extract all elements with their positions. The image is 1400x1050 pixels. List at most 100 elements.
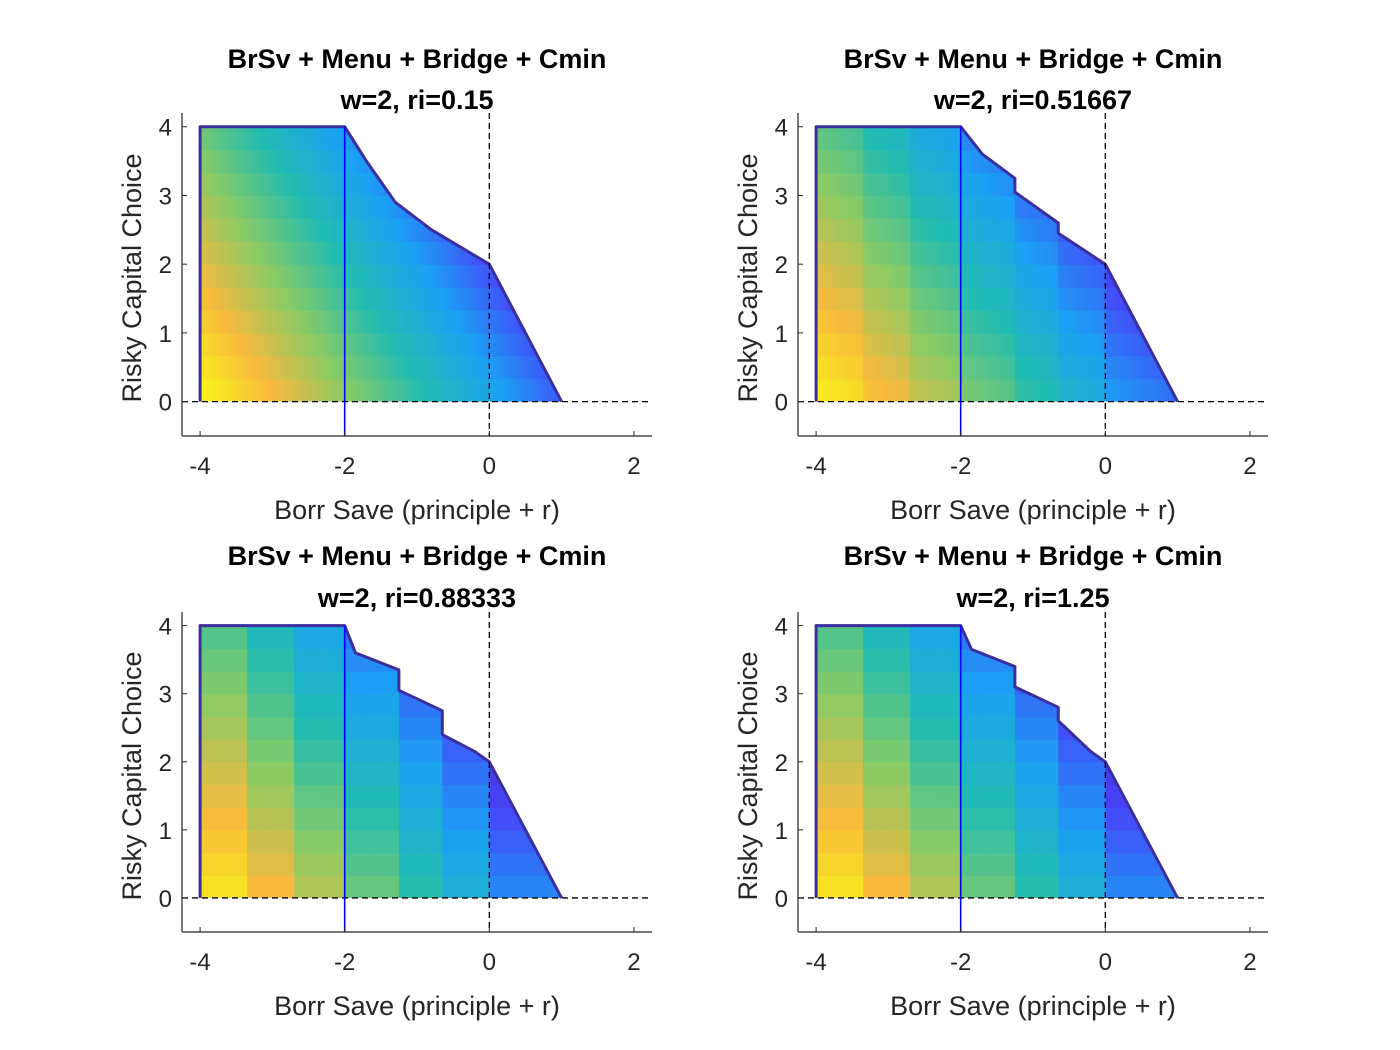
scatter-cell bbox=[1112, 126, 1117, 151]
scatter-cell bbox=[409, 241, 414, 265]
scatter-cell bbox=[917, 378, 922, 402]
scatter-cell bbox=[276, 671, 281, 695]
region-boundary bbox=[198, 125, 563, 403]
scatter-cell bbox=[1098, 875, 1103, 898]
scatter-cell bbox=[1072, 852, 1077, 876]
scatter-cell bbox=[272, 126, 277, 151]
scatter-cell bbox=[924, 648, 929, 672]
scatter-cell bbox=[892, 378, 897, 402]
scatter-cell bbox=[1043, 241, 1049, 265]
scatter-cell bbox=[910, 287, 915, 311]
scatter-cell bbox=[272, 287, 277, 311]
scatter-cell bbox=[1166, 287, 1171, 311]
scatter-cell bbox=[550, 378, 555, 402]
scatter-cell bbox=[1080, 671, 1085, 695]
scatter-cell bbox=[1130, 195, 1135, 219]
scatter-cell bbox=[232, 355, 237, 380]
scatter-cell bbox=[942, 716, 947, 740]
scatter-cell bbox=[819, 149, 824, 174]
scatter-cell bbox=[326, 875, 331, 898]
scatter-cell bbox=[492, 287, 498, 311]
scatter-cell bbox=[529, 875, 534, 898]
scatter-cell bbox=[920, 693, 926, 717]
scatter-cell bbox=[1025, 264, 1030, 288]
scatter-cell bbox=[550, 784, 555, 808]
scatter-cell bbox=[525, 875, 530, 898]
scatter-cell bbox=[279, 784, 284, 808]
scatter-cell bbox=[971, 671, 976, 695]
scatter-cell bbox=[845, 625, 850, 649]
scatter-cell bbox=[996, 875, 1002, 898]
scatter-cell bbox=[1036, 241, 1041, 265]
scatter-cell bbox=[1018, 829, 1023, 854]
scatter-cell bbox=[884, 716, 889, 740]
scatter-cell bbox=[1007, 149, 1012, 174]
scatter-cell bbox=[366, 648, 371, 672]
scatter-cell bbox=[1040, 378, 1045, 402]
scatter-cell bbox=[1108, 671, 1114, 695]
scatter-cell bbox=[554, 739, 559, 763]
scatter-cell bbox=[348, 332, 353, 357]
scatter-cell bbox=[996, 149, 1002, 174]
scatter-cell bbox=[1108, 852, 1114, 876]
scatter-cell bbox=[1076, 172, 1081, 197]
scatter-cell bbox=[236, 875, 241, 898]
scatter-cell bbox=[1076, 195, 1081, 219]
scatter-cell bbox=[1170, 807, 1175, 831]
scatter-cell bbox=[485, 332, 490, 357]
scatter-cell bbox=[924, 126, 929, 151]
scatter-cell bbox=[279, 332, 284, 357]
scatter-cell bbox=[910, 310, 915, 334]
scatter-cell bbox=[1145, 693, 1150, 717]
scatter-cell bbox=[845, 218, 850, 242]
scatter-cell bbox=[435, 310, 440, 334]
scatter-cell bbox=[265, 829, 270, 854]
scatter-cell bbox=[910, 126, 915, 151]
scatter-cell bbox=[1036, 716, 1041, 740]
scatter-cell bbox=[413, 852, 418, 876]
scatter-cell bbox=[456, 378, 461, 402]
scatter-cell bbox=[312, 716, 317, 740]
scatter-cell bbox=[1051, 648, 1056, 672]
scatter-cell bbox=[942, 332, 947, 357]
scatter-cell bbox=[1127, 807, 1132, 831]
scatter-cell bbox=[957, 310, 962, 334]
scatter-cell bbox=[395, 784, 400, 808]
scatter-cell bbox=[297, 126, 302, 151]
scatter-cell bbox=[917, 784, 922, 808]
scatter-cell bbox=[1047, 172, 1052, 197]
scatter-cell bbox=[964, 355, 969, 380]
scatter-cell bbox=[826, 195, 832, 219]
scatter-cell bbox=[380, 241, 386, 265]
scatter-cell bbox=[239, 671, 245, 695]
scatter-cell bbox=[366, 693, 371, 717]
scatter-cell bbox=[337, 126, 342, 151]
scatter-cell bbox=[243, 716, 248, 740]
scatter-cell bbox=[834, 693, 839, 717]
scatter-cell bbox=[1033, 287, 1038, 311]
scatter-cell bbox=[398, 761, 404, 786]
scatter-cell bbox=[511, 126, 516, 151]
scatter-cell bbox=[409, 149, 414, 174]
scatter-cell bbox=[1119, 172, 1124, 197]
scatter-cell bbox=[417, 149, 422, 174]
scatter-cell bbox=[554, 648, 559, 672]
scatter-cell bbox=[467, 761, 472, 786]
scatter-cell bbox=[370, 784, 375, 808]
scatter-cell bbox=[888, 648, 893, 672]
scatter-cell bbox=[920, 739, 926, 763]
scatter-cell bbox=[1022, 241, 1027, 265]
scatter-cell bbox=[953, 149, 958, 174]
scatter-cell bbox=[877, 716, 882, 740]
scatter-cell bbox=[913, 648, 918, 672]
scatter-cell bbox=[406, 875, 411, 898]
scatter-cell bbox=[391, 287, 396, 311]
scatter-cell bbox=[445, 671, 451, 695]
scatter-cell bbox=[496, 852, 501, 876]
scatter-cell bbox=[953, 739, 958, 763]
scatter-cell bbox=[214, 784, 219, 808]
scatter-cell bbox=[928, 648, 933, 672]
scatter-cell bbox=[214, 264, 219, 288]
scatter-cell bbox=[816, 693, 821, 717]
scatter-cell bbox=[562, 784, 566, 807]
